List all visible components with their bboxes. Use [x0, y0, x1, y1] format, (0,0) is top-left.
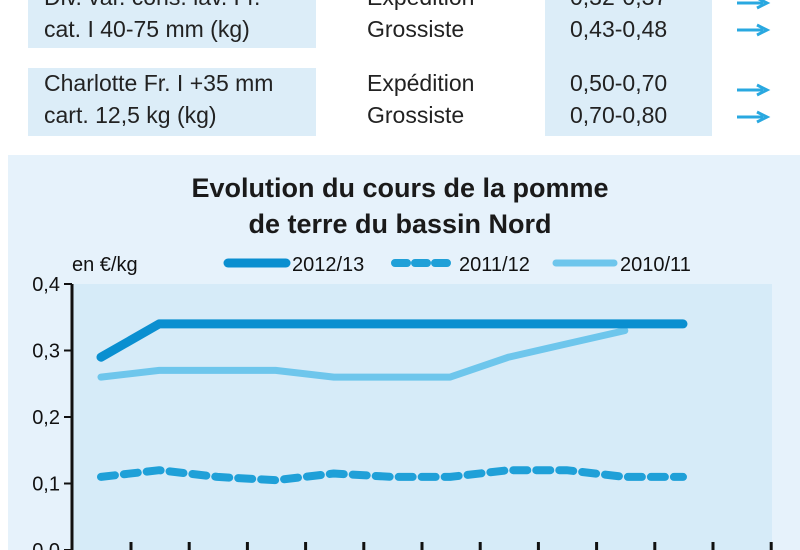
product-name: Charlotte Fr. I +35 mm [44, 70, 274, 96]
y-tick-label: 0,4 [32, 274, 60, 296]
row-bg [28, 68, 316, 136]
chart-title-line1: Evolution du cours de la pomme [191, 173, 609, 203]
row-bg [28, 0, 316, 48]
price-table: Div. var. cons. lav. Fr. cat. I 40-75 mm… [0, 0, 800, 155]
price-value: 0,50-0,70 [570, 70, 668, 96]
series-line-2010-11 [97, 327, 629, 381]
market-label: Grossiste [367, 16, 465, 42]
market-label: Grossiste [367, 102, 465, 128]
market-label: Expédition [367, 0, 474, 9]
product-spec: cart. 12,5 kg (kg) [44, 102, 217, 128]
row-bg [545, 48, 712, 136]
stable-arrow-icon [737, 0, 771, 10]
y-tick-label: 0,1 [32, 474, 60, 496]
market-label: Expédition [367, 70, 475, 96]
legend-label: 2012/13 [292, 254, 364, 276]
stable-arrow-icon [737, 83, 771, 97]
legend-label: 2011/12 [459, 254, 530, 276]
price-value: 0,70-0,80 [570, 102, 668, 128]
price-value: 0,43-0,48 [570, 16, 668, 42]
stable-arrow-icon [737, 110, 771, 124]
stable-arrow-icon [737, 23, 771, 37]
y-tick-label: 0,0 [32, 540, 60, 550]
legend-label: 2010/11 [620, 254, 691, 276]
price-value: 0,32-0,37 [570, 0, 667, 9]
product-name: Div. var. cons. lav. Fr. [44, 0, 260, 9]
y-axis-label: en €/kg [72, 254, 138, 276]
y-tick-label: 0,3 [32, 341, 60, 363]
y-tick-label: 0,2 [32, 407, 60, 429]
chart-title-line2: de terre du bassin Nord [248, 209, 552, 239]
row-bg [545, 0, 712, 48]
product-spec: cat. I 40-75 mm (kg) [44, 16, 250, 42]
